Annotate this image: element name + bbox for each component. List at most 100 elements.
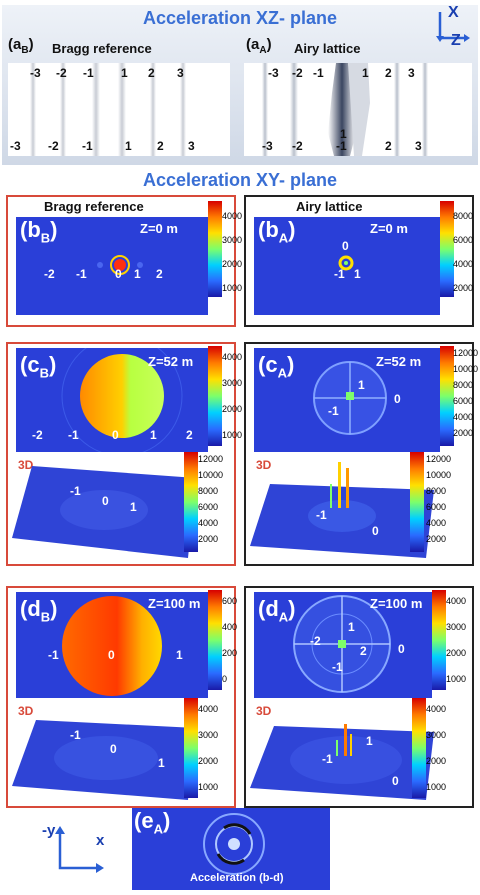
bragg-d-field xyxy=(16,592,208,698)
order-label: -2 xyxy=(32,428,43,442)
order-label: 0 xyxy=(110,742,117,756)
panel-aB-close: ) xyxy=(28,36,34,53)
order-label: 0 xyxy=(102,494,109,508)
order-label: 1 xyxy=(348,620,355,634)
xz-axis-x-label: X xyxy=(448,4,459,21)
colorbar-tick: 3000 xyxy=(198,730,219,740)
order-label: 0 xyxy=(394,392,401,406)
z-position: Z=52 m xyxy=(148,354,194,369)
panel-cB-sub: B xyxy=(39,365,49,381)
panel-dA: (dA) Z=100 m 1 -2 2 -1 0 4000 3000 2000 … xyxy=(244,586,474,808)
colorbar-tick: 10000 xyxy=(198,470,224,480)
panel-eA-sub: A xyxy=(153,821,163,837)
colorbar-tick: 2000 xyxy=(222,259,243,269)
panel-dB-label: (dB) xyxy=(20,596,57,624)
colorbar-tick: 0 xyxy=(222,674,228,684)
order-label: 3 xyxy=(408,66,415,80)
bragg-b-field xyxy=(16,217,208,315)
airy-xz-image xyxy=(244,63,472,156)
panel-eA-paren: (e xyxy=(134,808,154,833)
panel-aB-label: (aB) xyxy=(8,36,34,56)
panel-bB-label: (bB) xyxy=(20,217,57,245)
bragg-b-spots xyxy=(97,255,143,275)
order-label: -2 xyxy=(310,634,321,648)
order-label: -3 xyxy=(30,66,41,80)
order-label: 1 xyxy=(134,267,141,281)
panel-bA-label: (bA) xyxy=(258,217,295,245)
order-label: -3 xyxy=(262,139,273,153)
order-label: 1 xyxy=(121,66,128,80)
colorbar-tick: 2000 xyxy=(198,756,219,766)
colorbar-tick: 1000 xyxy=(426,782,447,792)
colorbar-tick: 1000 xyxy=(222,283,243,293)
panel-dA-close: ) xyxy=(288,596,296,621)
panel-bA-close: ) xyxy=(288,217,296,242)
order-label: -1 xyxy=(82,139,93,153)
colorbar-tick: 2000 xyxy=(453,283,474,293)
panel-cA-paren: (c xyxy=(258,352,278,377)
order-label: -1 xyxy=(334,267,345,281)
order-label: 1 xyxy=(130,500,137,514)
panel-bB: Bragg reference (bB) Z=0 m -2 -1 0 1 2 4… xyxy=(6,195,242,327)
colorbar-tick: 8000 xyxy=(453,380,474,390)
colorbar-tick: 400 xyxy=(222,622,238,632)
airy-c-rings xyxy=(313,361,387,435)
bragg-c-field xyxy=(16,335,208,457)
order-label: 3 xyxy=(415,139,422,153)
colorbar-tick: 12000 xyxy=(453,348,479,358)
order-label: 2 xyxy=(148,66,155,80)
colorbar-3d xyxy=(184,698,198,798)
panel-dB-sub: B xyxy=(40,609,51,625)
order-label: 2 xyxy=(157,139,164,153)
airy-c-3d-surface xyxy=(250,462,434,558)
airy-b-field xyxy=(254,217,440,315)
panel-cB-label: (cB) xyxy=(20,352,56,380)
z-position: Z=52 m xyxy=(376,354,422,369)
panel-bA-paren: (b xyxy=(258,217,279,242)
colorbar-tick: 4000 xyxy=(453,259,474,269)
order-label: 3 xyxy=(188,139,195,153)
colorbar xyxy=(440,346,454,446)
order-label: -2 xyxy=(44,267,55,281)
panel-bB-sub: B xyxy=(40,230,51,246)
tag-3d: 3D xyxy=(18,704,34,718)
order-label: 0 xyxy=(372,524,379,538)
airy-d-field xyxy=(254,592,432,698)
colorbar-tick: 2000 xyxy=(453,428,474,438)
panel-dB-paren: (d xyxy=(20,596,41,621)
airy-c-field xyxy=(254,348,440,452)
colorbar-tick: 6000 xyxy=(426,502,447,512)
order-label: -1 xyxy=(313,66,324,80)
z-position: Z=0 m xyxy=(140,221,178,236)
order-label: 1 xyxy=(362,66,369,80)
order-label: 2 xyxy=(385,139,392,153)
colorbar-tick: 4000 xyxy=(426,518,447,528)
panel-cB-close: ) xyxy=(48,352,57,377)
colorbar-tick: 8000 xyxy=(198,486,219,496)
colorbar-tick: 6000 xyxy=(453,235,474,245)
colorbar-tick: 600 xyxy=(222,596,238,606)
panel-eA: (eA) Acceleration (b-d) xyxy=(132,808,330,890)
colorbar-tick: 3000 xyxy=(446,622,467,632)
colorbar xyxy=(208,201,222,297)
colorbar xyxy=(208,590,222,690)
panel-dA-label: (dA) xyxy=(258,596,295,624)
bragg-column-title: Bragg reference xyxy=(44,199,144,214)
airy-column-title: Airy lattice xyxy=(296,199,363,214)
colorbar-tick: 3000 xyxy=(222,378,243,388)
z-position: Z=100 m xyxy=(148,596,201,611)
colorbar xyxy=(440,201,454,297)
order-label: -1 xyxy=(68,428,79,442)
order-label: 3 xyxy=(177,66,184,80)
colorbar-tick: 2000 xyxy=(198,534,219,544)
order-label: -2 xyxy=(292,66,303,80)
panel-bB-close: ) xyxy=(50,217,58,242)
axis-x-label: x xyxy=(96,832,105,849)
order-label: 1 xyxy=(366,734,373,748)
order-label: 1 xyxy=(150,428,157,442)
order-label: 1 xyxy=(354,267,361,281)
order-label: -1 xyxy=(322,752,333,766)
order-label: -3 xyxy=(268,66,279,80)
colorbar-tick: 1000 xyxy=(222,430,243,440)
panel-cA-sub: A xyxy=(277,365,287,381)
